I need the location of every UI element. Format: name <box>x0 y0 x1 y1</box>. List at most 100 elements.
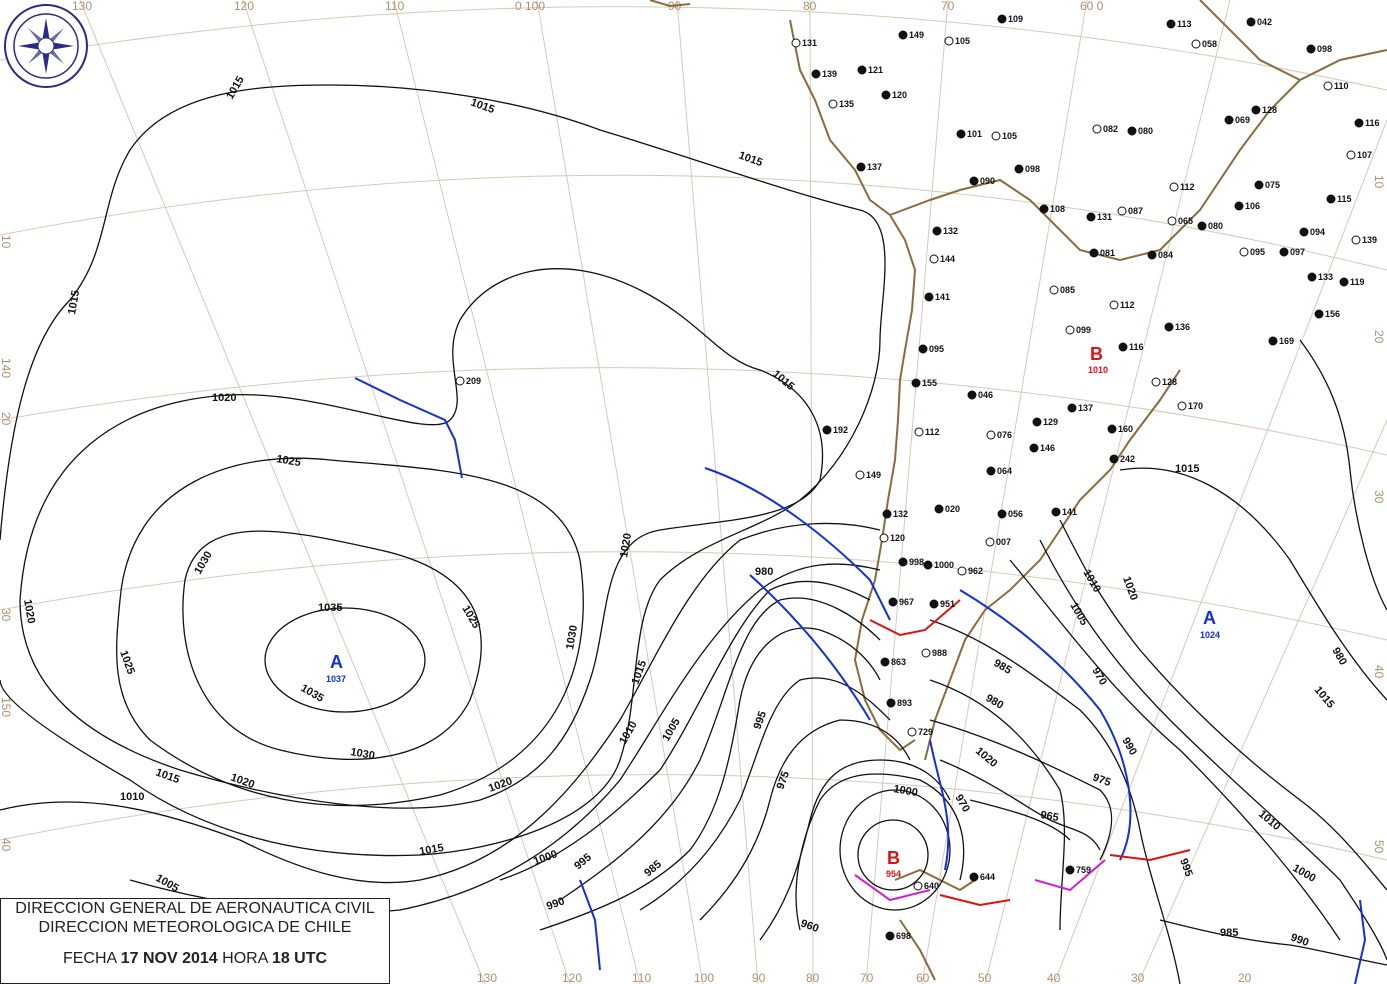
station-pressure: 042 <box>1257 17 1272 27</box>
station-pressure: 056 <box>1008 509 1023 519</box>
station-cloud-cover-icon <box>956 129 966 139</box>
station-cloud-cover-icon <box>944 36 954 46</box>
station-cloud-cover-icon <box>1092 124 1102 134</box>
station-cloud-cover-icon <box>1177 401 1187 411</box>
station-pressure: 116 <box>1365 118 1380 128</box>
station-pressure: 112 <box>1120 300 1135 310</box>
lat-label: 20 <box>1372 330 1386 344</box>
station-cloud-cover-icon <box>1299 227 1309 237</box>
station-pressure: 893 <box>897 698 912 708</box>
isobar-label: 1015 <box>66 289 82 315</box>
low-center-letter: B <box>887 848 900 868</box>
map-date: 17 NOV 2014 <box>120 950 218 967</box>
isobar-label: 1035 <box>318 602 342 614</box>
station-cloud-cover-icon <box>1354 118 1364 128</box>
station-cloud-cover-icon <box>1067 403 1077 413</box>
isobar-label: 1015 <box>737 150 764 170</box>
isobar-label: 990 <box>545 895 566 913</box>
isobar-1005-east <box>1039 539 1387 961</box>
isobar-1010-east <box>1059 519 1387 891</box>
station-cloud-cover-icon <box>1039 204 1049 214</box>
lon-label: 80 <box>803 0 817 13</box>
station-cloud-cover-icon <box>1089 248 1099 258</box>
station-cloud-cover-icon <box>1147 250 1157 260</box>
station-cloud-cover-icon <box>881 90 891 100</box>
isobar-label: 1010 <box>1080 568 1103 595</box>
station-pressure: 644 <box>980 872 995 882</box>
lon-label: 100 <box>694 971 714 984</box>
station-cloud-cover-icon <box>997 509 1007 519</box>
station-cloud-cover-icon <box>880 657 890 667</box>
station-cloud-cover-icon <box>921 648 931 658</box>
station-pressure: 759 <box>1076 865 1091 875</box>
station-cloud-cover-icon <box>898 30 908 40</box>
station-pressure: 209 <box>466 376 481 386</box>
station-cloud-cover-icon <box>969 872 979 882</box>
isobar-label: 1015 <box>1175 463 1199 475</box>
station-cloud-cover-icon <box>914 427 924 437</box>
station-pressure: 098 <box>1317 44 1332 54</box>
pressure-centers: A 1037 A 1024 B 954 B 1010 <box>326 344 1220 879</box>
cold-front <box>579 879 601 971</box>
station-cloud-cover-icon <box>923 560 933 570</box>
cold-front <box>749 574 871 721</box>
station-pressure: 064 <box>997 466 1012 476</box>
isobar-980-east <box>939 759 1101 851</box>
occluded-front <box>854 874 931 902</box>
station-pressure: 135 <box>839 99 854 109</box>
isobar-1015 <box>0 84 886 857</box>
station-pressure: 156 <box>1325 309 1340 319</box>
station-pressure: 116 <box>1129 342 1144 352</box>
isobar-975-east <box>969 799 1071 841</box>
station-pressure: 640 <box>924 881 939 891</box>
station-cloud-cover-icon <box>1239 247 1249 257</box>
lon-label: 30 <box>1131 971 1145 984</box>
lat-label: 20 <box>0 412 13 426</box>
station-cloud-cover-icon <box>1049 285 1059 295</box>
station-cloud-cover-icon <box>1051 507 1061 517</box>
station-pressure: 137 <box>867 162 882 172</box>
map-caption: DIRECCION GENERAL DE AERONAUTICA CIVIL D… <box>0 898 390 984</box>
isobar-970 <box>795 773 965 931</box>
lon-label: 40 <box>1047 971 1061 984</box>
station-pressure: 085 <box>1060 285 1075 295</box>
station-cloud-cover-icon <box>455 376 465 386</box>
low-center-value: 1010 <box>1088 365 1108 375</box>
station-cloud-cover-icon <box>986 466 996 476</box>
low-center-letter: B <box>1090 344 1103 364</box>
isobar-1025 <box>116 457 584 807</box>
station-cloud-cover-icon <box>1306 44 1316 54</box>
station-pressure: 095 <box>1250 247 1265 257</box>
station-pressure: 020 <box>945 504 960 514</box>
station-cloud-cover-icon <box>1167 216 1177 226</box>
station-pressure: 170 <box>1188 401 1203 411</box>
station-pressure: 131 <box>1097 212 1112 222</box>
station-cloud-cover-icon <box>1065 325 1075 335</box>
isobar-label: 1030 <box>564 624 580 650</box>
map-time: 18 UTC <box>271 950 328 967</box>
station-cloud-cover-icon <box>934 504 944 514</box>
lon-label: 50 <box>978 971 992 984</box>
lon-label: 60 <box>916 971 930 984</box>
isobar-label: 1035 <box>299 682 326 705</box>
station-pressure: 120 <box>892 90 907 100</box>
station-cloud-cover-icon <box>1164 322 1174 332</box>
lon-label: 130 <box>477 971 497 984</box>
isobar-label: 1000 <box>532 848 559 868</box>
station-cloud-cover-icon <box>924 292 934 302</box>
station-pressure: 128 <box>1162 377 1177 387</box>
station-cloud-cover-icon <box>1117 206 1127 216</box>
station-cloud-cover-icon <box>1268 336 1278 346</box>
station-pressure: 998 <box>909 557 924 567</box>
isobar-1030 <box>182 530 482 761</box>
station-cloud-cover-icon <box>1346 150 1356 160</box>
lon-label: 60 0 <box>1080 0 1104 13</box>
station-cloud-cover-icon <box>1151 377 1161 387</box>
station-cloud-cover-icon <box>1118 342 1128 352</box>
lon-label: 70 <box>941 0 955 13</box>
high-center-value: 1037 <box>326 674 346 684</box>
station-pressure: 242 <box>1120 454 1135 464</box>
station-pressure: 863 <box>891 657 906 667</box>
